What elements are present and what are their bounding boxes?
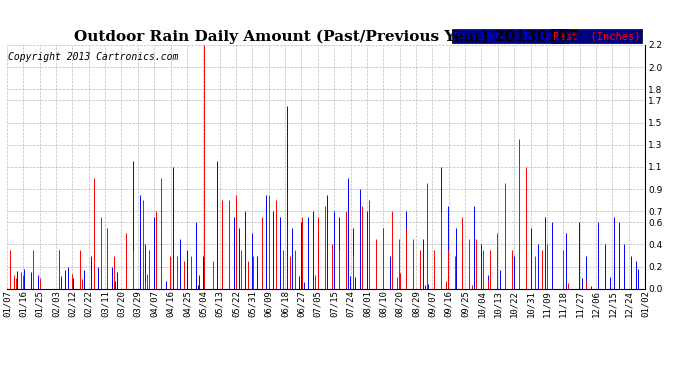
Text: Previous  (Inches): Previous (Inches) [454, 32, 566, 41]
Text: Past  (Inches): Past (Inches) [553, 32, 640, 41]
Text: Copyright 2013 Cartronics.com: Copyright 2013 Cartronics.com [8, 53, 179, 62]
Title: Outdoor Rain Daily Amount (Past/Previous Year) 20130107: Outdoor Rain Daily Amount (Past/Previous… [74, 30, 578, 44]
